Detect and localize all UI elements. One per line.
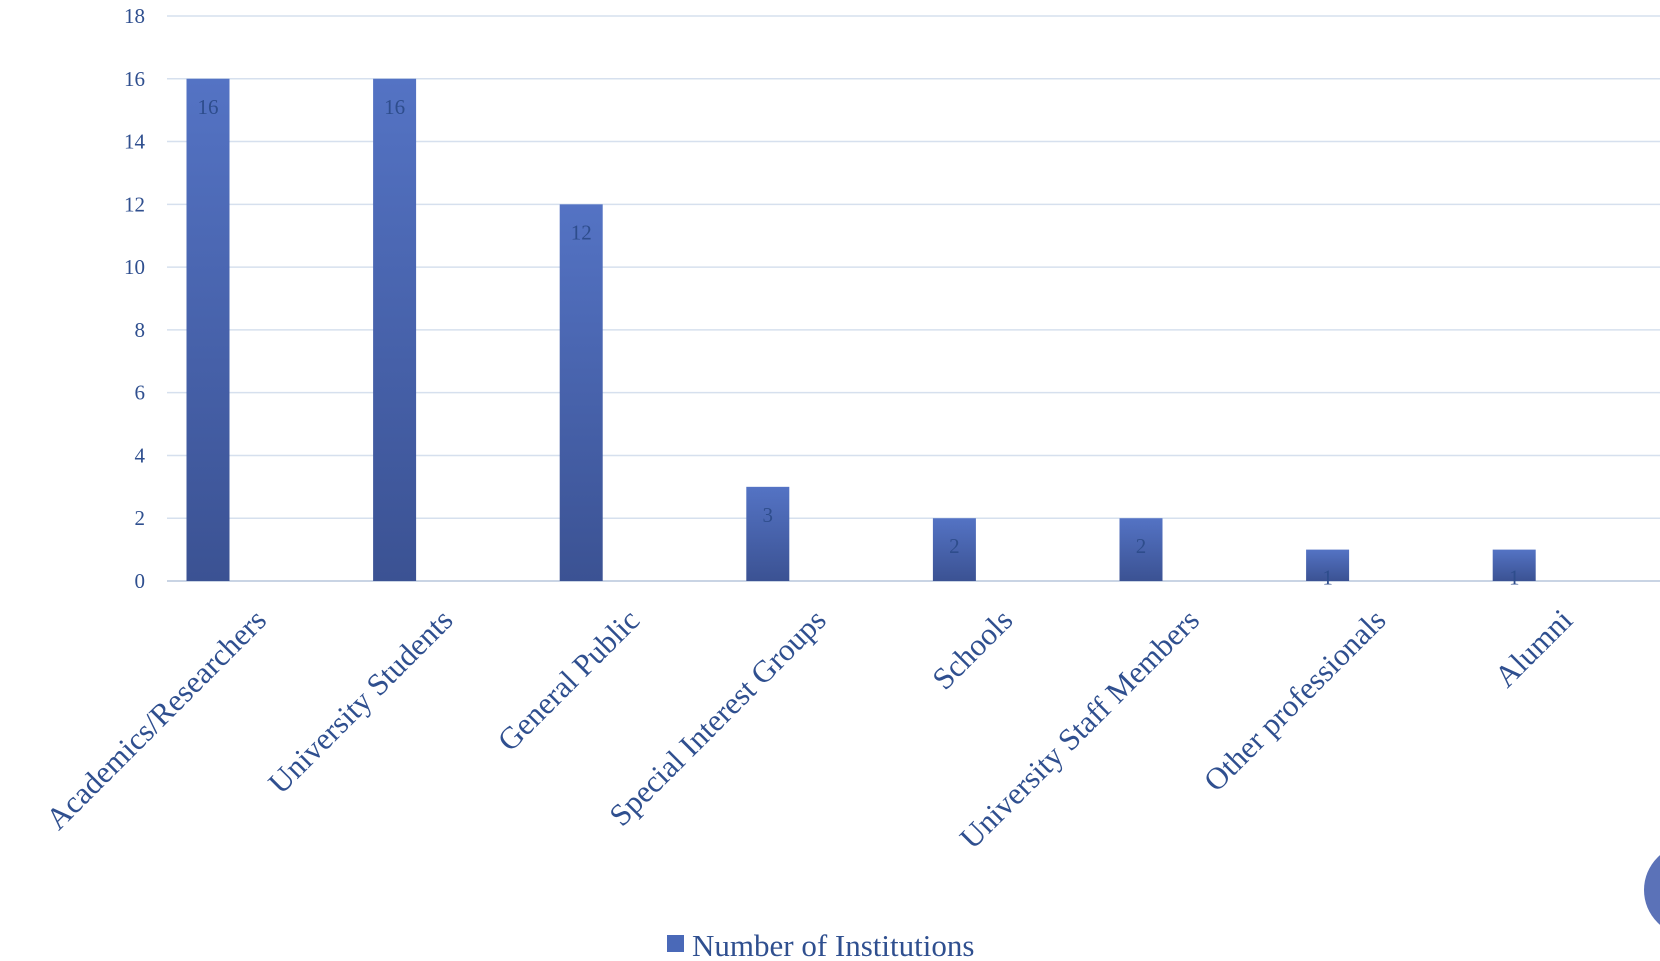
x-tick-label: Special Interest Groups [602,602,833,833]
bar-university-students [373,78,417,582]
x-tick-label: Academics/Researchers [39,602,273,836]
data-label: 2 [1136,534,1147,558]
y-tick-label: 0 [135,569,146,593]
data-label: 1 [1509,566,1520,590]
y-tick-label: 14 [124,130,146,154]
bar-schools [932,518,976,581]
data-label: 16 [198,95,219,119]
x-tick-label: Other professionals [1197,602,1393,798]
data-labels: 16 16 12 3 2 2 1 1 [198,95,1520,590]
y-tick-label: 2 [135,506,146,530]
legend-swatch [667,935,684,952]
x-tick-label: Alumni [1487,602,1579,694]
y-tick-label: 4 [135,443,146,467]
bar-academics-researchers [186,78,230,582]
bars [186,78,1536,582]
x-tick-label: Schools [925,602,1019,696]
y-tick-label: 10 [124,255,145,279]
bar-university-staff-members [1119,518,1163,581]
data-label: 16 [384,95,405,119]
y-axis-ticks: 0 2 4 6 8 10 12 14 16 18 [124,4,146,593]
y-tick-label: 8 [135,318,146,342]
data-label: 2 [949,534,960,558]
y-tick-label: 12 [124,192,145,216]
legend: Number of Institutions [667,928,974,961]
data-label: 1 [1322,566,1333,590]
bar-general-public [559,204,603,582]
x-tick-label: University Students [261,602,459,800]
bar-alumni [1492,549,1536,581]
data-label: 12 [571,220,592,244]
x-tick-label: General Public [491,602,647,758]
y-tick-label: 6 [135,381,146,405]
y-tick-label: 18 [124,4,145,28]
bar-other-professionals [1306,549,1350,581]
data-label: 3 [763,503,774,527]
legend-label: Number of Institutions [692,928,974,961]
bar-special-interest-groups [746,486,790,581]
y-tick-label: 16 [124,67,145,91]
decorative-circle [1644,855,1660,925]
